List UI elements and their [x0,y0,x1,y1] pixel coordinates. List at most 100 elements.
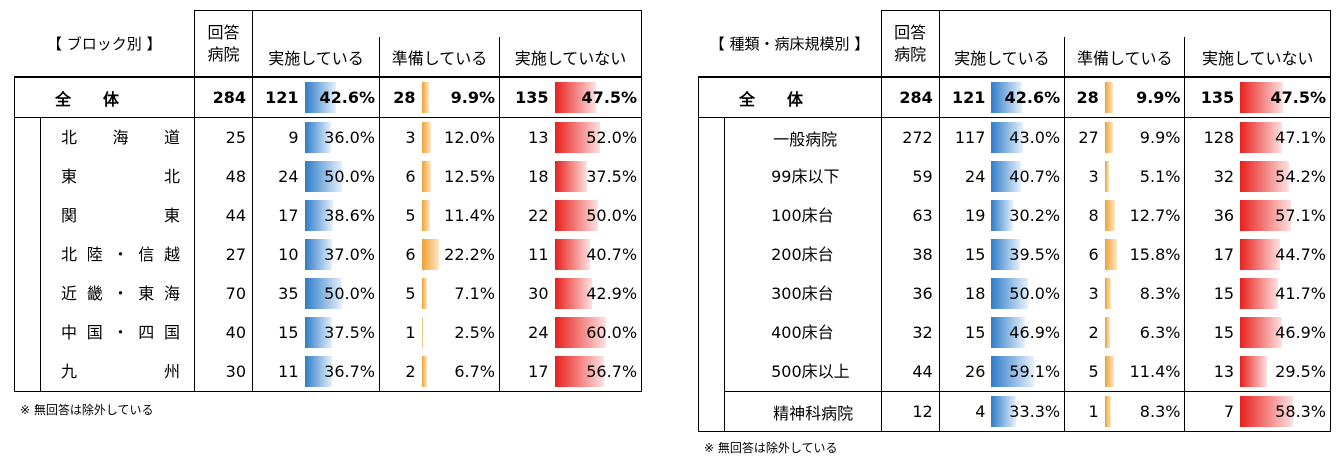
left-row-2-impl-bar [304,200,334,231]
left-total-impl-n: 121 [252,77,305,118]
left-row-2-prep-bar [421,200,431,231]
left-row-6-impl-bar [304,356,332,387]
right-total-count: 284 [880,77,940,118]
right-row-label: 精神科病院 [724,391,882,432]
right-row-4-not-n: 15 [1213,284,1235,303]
left-col-header-0: 実施している [252,37,380,78]
right-row-6-prep-pct-cell: 11.4% [1104,352,1186,392]
right-row-4-prep-pct-cell: 8.3% [1104,274,1186,313]
right-row: 200床台 38 15 39.5% 6 15.8% 17 44.7% [697,235,1332,274]
right-row-label: 99床以下 [724,157,882,196]
right-col-header-2: 実施していない [1184,37,1331,78]
right-row-0-impl-n: 117 [954,128,986,147]
right-row-7-impl-n: 4 [939,391,992,432]
right-total-prep-pct-label: 9.9% [1136,88,1181,107]
left-row-0-impl-bar [304,122,332,153]
left-total-impl-bar [304,82,337,113]
left-row-label: 中国・四国 [40,313,194,352]
right-row-label: 200床台 [724,235,882,274]
right-row-0-not-bar [1240,122,1283,153]
left-row-5-not-n: 24 [528,323,549,342]
left-row-5-impl-pct-cell: 37.5% [304,313,380,352]
left-row-2-not-n: 22 [528,206,549,225]
right-row-3-not-n: 17 [1213,245,1235,264]
right-row: 100床台 63 19 30.2% 8 12.7% 36 57.1% [697,196,1332,235]
left-total-count: 284 [194,77,253,118]
right-row-1-not-pct-cell: 54.2% [1240,157,1332,196]
right-row-0-not-pct-label: 47.1% [1275,128,1326,147]
left-row-5-prep-bar [421,317,424,348]
right-row-3-not-pct-label: 44.7% [1275,245,1326,264]
right-row-2-prep-pct-label: 12.7% [1129,206,1181,225]
right-row-0-impl-bar [991,122,1023,153]
right-row: 99床以下 59 24 40.7% 3 5.1% 32 54.2% [697,157,1332,196]
right-row-6-impl-pct-label: 59.1% [1009,362,1061,381]
right-row-7-prep-pct-label: 8.3% [1139,402,1181,421]
right-row-indent [697,274,725,313]
left-row-5-impl-n: 15 [278,323,299,342]
right-row-3-not-bar [1240,239,1281,270]
right-row-4-prep-n: 3 [1088,284,1099,303]
right-row-3-impl-pct-label: 39.5% [1009,245,1061,264]
right-row-5-not-n: 15 [1213,323,1235,342]
right-row-3-prep-pct-cell: 15.8% [1104,235,1186,274]
right-col-header-1: 準備している [1064,37,1186,78]
left-count-header: 回答 病院 [194,10,253,78]
left-row-5-prep-pct-cell: 2.5% [421,313,500,352]
left-row-2-not-bar [554,200,598,231]
right-row-0-impl-pct-cell: 43.0% [991,117,1066,157]
left-row-0-prep-n: 3 [405,128,416,147]
left-row-2-impl-pct-cell: 38.6% [304,196,380,235]
left-row-5-prep-pct-label: 2.5% [454,323,495,342]
right-row-7-not-pct-label: 58.3% [1275,402,1326,421]
right-total-not-n: 135 [1184,77,1241,118]
right-row: 500床以上 44 26 59.1% 5 11.4% 13 29.5% [697,352,1332,392]
left-row-6-not-n: 17 [499,352,555,392]
right-row-1-impl-pct-cell: 40.7% [991,157,1066,196]
left-row-4-prep-n: 5 [405,284,416,303]
right-row: 300床台 36 18 50.0% 3 8.3% 15 41.7% [697,274,1332,313]
right-row-3-impl-bar [991,239,1021,270]
right-note: ※ 無回答は除外している [704,441,838,455]
right-row-7-impl-bar [991,396,1016,427]
right-header-blank [939,10,1332,37]
right-row-5-prep-pct-cell: 6.3% [1104,313,1186,352]
left-total-impl-pct-cell: 42.6% [304,77,380,118]
left-row-3-prep-pct-label: 22.2% [444,245,495,264]
right-row-label: 400床台 [724,313,882,352]
right-row-7-count: 12 [880,391,940,432]
right-row-3-prep-n: 6 [1088,245,1099,264]
left-row-label: 九州 [40,352,194,391]
left-row-6-count: 30 [194,352,253,392]
left-row-4-count: 70 [194,274,253,313]
right-row-4-impl-pct-label: 50.0% [1009,284,1061,303]
right-row-2-prep-pct-cell: 12.7% [1104,196,1186,235]
right-row-4-prep-pct-label: 8.3% [1139,284,1181,303]
left-row-label: 近畿・東海 [40,274,194,313]
right-row-2-impl-pct-cell: 30.2% [991,196,1066,235]
right-row-2-prep-bar [1104,200,1115,231]
right-row-1-prep-bar [1104,161,1109,192]
left-row-0-prep-pct-cell: 12.0% [421,117,500,157]
left-row-3-prep-pct-cell: 22.2% [421,235,500,274]
right-col-header-0: 実施している [938,37,1066,78]
left-row-6-impl-pct-label: 36.7% [324,362,375,381]
left-row: 九州 30 11 36.7% 2 6.7% 17 56.7% [14,352,643,392]
left-row-6-impl-pct-cell: 36.7% [304,352,380,392]
right-row-7-prep-bar [1104,396,1112,427]
right-row-6-impl-n: 26 [965,362,986,381]
right-total-prep-n: 28 [1064,77,1105,118]
right-row-4-impl-bar [991,278,1028,309]
right-row-label: 一般病院 [724,117,882,157]
left-row-2-not-pct-label: 50.0% [586,206,638,225]
left-row-6-prep-n: 2 [379,352,422,392]
right-row-6-prep-pct-label: 11.4% [1129,362,1181,381]
right-row-3-count: 38 [880,235,940,274]
left-row-6-not-pct-cell: 56.7% [554,352,643,392]
left-row-4-not-n: 30 [528,284,549,303]
left-row: 近畿・東海 70 35 50.0% 5 7.1% 30 42.9% [14,274,643,313]
right-section-label: 【 種類・病床規模別 】 [698,10,882,78]
left-row-label: 東北 [40,157,194,196]
left-total-prep-n: 28 [379,77,422,118]
